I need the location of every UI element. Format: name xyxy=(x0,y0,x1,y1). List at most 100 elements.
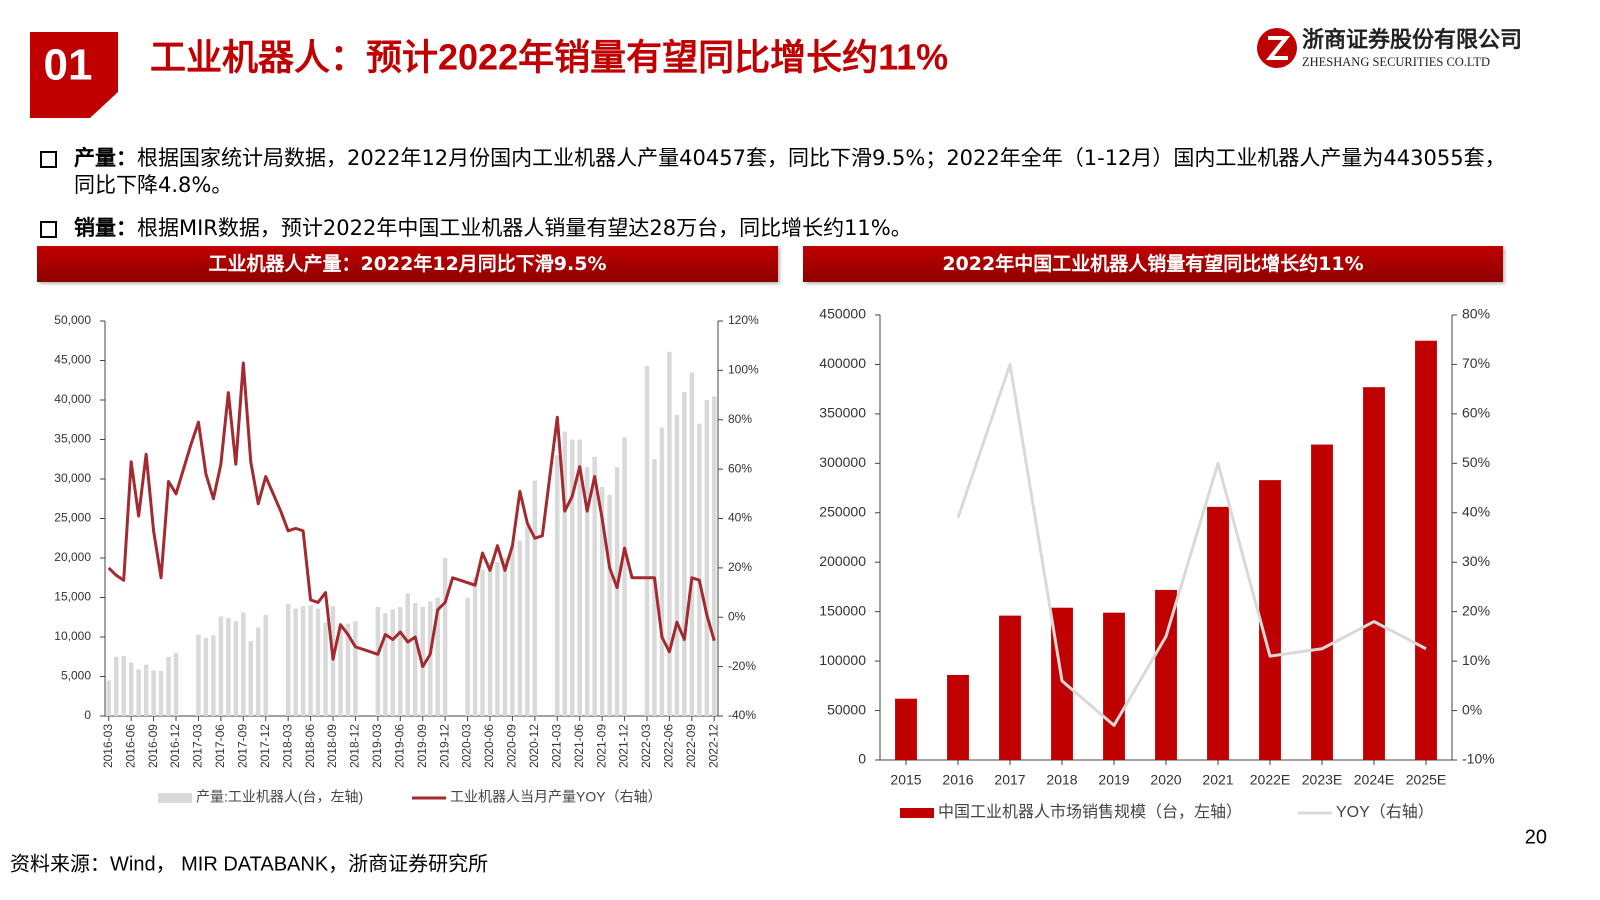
x-tick-label: 2021-09 xyxy=(594,724,608,768)
bullet-box xyxy=(40,151,57,168)
x-tick-label: 2015 xyxy=(890,772,921,788)
legend-swatch xyxy=(158,793,192,803)
bar xyxy=(644,366,650,716)
bar xyxy=(106,680,111,716)
x-tick-label: 2018 xyxy=(1046,772,1077,788)
legend-label: 工业机器人当月产量YOY（右轴） xyxy=(450,789,662,805)
bar xyxy=(495,561,500,716)
bar xyxy=(614,467,620,716)
y-tick-label: 350000 xyxy=(819,405,866,421)
x-tick-label: 2023E xyxy=(1302,772,1342,788)
bar xyxy=(525,526,530,716)
bar xyxy=(405,593,411,716)
y-tick-label: 100000 xyxy=(819,652,866,668)
bar xyxy=(128,662,134,716)
bullet-text: 根据MIR数据，预计2022年中国工业机器人销量有望达28万台，同比增长约11%… xyxy=(137,216,912,240)
y2-tick-label: -20% xyxy=(728,659,756,673)
bar xyxy=(667,351,672,716)
bar xyxy=(435,597,440,716)
x-tick-label: 2017-09 xyxy=(235,724,249,768)
x-tick-label: 2018-12 xyxy=(348,724,362,768)
chart-banner: 工业机器人产量：2022年12月同比下滑9.5% xyxy=(37,246,778,282)
x-tick-label: 2021-06 xyxy=(572,724,586,768)
legend-swatch xyxy=(900,808,934,818)
slide-title: 工业机器人：预计2022年销量有望同比增长约11% xyxy=(150,37,948,78)
y-tick-label: 150000 xyxy=(819,602,866,618)
x-tick-label: 2016-06 xyxy=(123,724,137,768)
bullet: 销量：根据MIR数据，预计2022年中国工业机器人销量有望达28万台，同比增长约… xyxy=(40,215,1514,242)
bar xyxy=(300,606,306,716)
bar xyxy=(674,415,680,716)
x-tick-label: 2016-09 xyxy=(146,724,160,768)
y2-tick-label: 0% xyxy=(728,609,746,623)
y2-tick-label: 0% xyxy=(1462,701,1482,717)
y-tick-label: 50,000 xyxy=(54,313,91,327)
y2-tick-label: -40% xyxy=(728,708,756,722)
y-tick-label: 450000 xyxy=(819,306,866,322)
bar xyxy=(158,670,164,716)
y-tick-label: 10,000 xyxy=(54,629,91,643)
bar xyxy=(121,655,126,716)
x-tick-label: 2019-03 xyxy=(370,724,384,768)
y-tick-label: 40,000 xyxy=(54,392,91,406)
bar xyxy=(308,605,313,716)
bar xyxy=(999,615,1021,760)
y2-tick-label: 120% xyxy=(728,313,759,327)
y2-tick-label: 60% xyxy=(1462,405,1490,421)
bar xyxy=(1103,612,1125,760)
bar xyxy=(1311,444,1333,760)
source-note: 资料来源：Wind， MIR DATABANK，浙商证券研究所 xyxy=(10,852,488,875)
legend-label: YOY（右轴） xyxy=(1336,803,1434,821)
bar xyxy=(248,640,254,716)
bar xyxy=(532,480,538,716)
x-tick-label: 2022-06 xyxy=(662,724,676,768)
y2-tick-label: 80% xyxy=(728,412,752,426)
bar xyxy=(345,623,351,716)
x-tick-label: 2022-12 xyxy=(706,724,720,768)
bar xyxy=(442,558,448,716)
bar xyxy=(599,486,605,716)
y-tick-label: 300000 xyxy=(819,454,866,470)
y-tick-label: 0 xyxy=(858,751,866,767)
bar xyxy=(555,455,560,716)
legend-label: 产量:工业机器人(台，左轴) xyxy=(196,789,363,805)
bar xyxy=(502,558,508,716)
x-tick-label: 2017-12 xyxy=(258,724,272,768)
x-tick-label: 2017-06 xyxy=(213,724,227,768)
x-tick-label: 2016-12 xyxy=(168,724,182,768)
y2-tick-label: 50% xyxy=(1462,454,1490,470)
x-tick-label: 2020-03 xyxy=(460,724,474,768)
bar xyxy=(592,456,597,716)
x-tick-label: 2022-09 xyxy=(684,724,698,768)
legend-label: 中国工业机器人市场销售规模（台，左轴） xyxy=(938,803,1242,821)
x-tick-label: 2019-06 xyxy=(392,724,406,768)
y2-tick-label: -10% xyxy=(1462,751,1495,767)
bar xyxy=(263,614,268,716)
logo-mark xyxy=(1265,36,1291,60)
bar xyxy=(166,656,171,716)
x-tick-label: 2020-09 xyxy=(505,724,519,768)
company-cn: 浙商证券股份有限公司 xyxy=(1302,27,1522,52)
y-tick-label: 20,000 xyxy=(54,550,91,564)
bar xyxy=(607,494,612,716)
bar xyxy=(323,622,328,716)
y-tick-label: 35,000 xyxy=(54,432,91,446)
bar xyxy=(510,546,515,716)
bar xyxy=(682,392,687,716)
bar xyxy=(293,608,298,716)
y-tick-label: 25,000 xyxy=(54,511,91,525)
bar xyxy=(487,561,493,716)
bar xyxy=(517,540,523,716)
box-notch xyxy=(90,92,118,118)
y-tick-label: 5,000 xyxy=(61,669,91,683)
company-en: ZHESHANG SECURITIES CO.LTD xyxy=(1302,55,1490,69)
y2-tick-label: 100% xyxy=(728,363,759,377)
bar xyxy=(338,625,343,716)
bar xyxy=(465,597,470,716)
x-tick-label: 2017-03 xyxy=(191,724,205,768)
bar xyxy=(697,423,702,716)
y2-tick-label: 10% xyxy=(1462,652,1490,668)
bar xyxy=(136,669,141,716)
